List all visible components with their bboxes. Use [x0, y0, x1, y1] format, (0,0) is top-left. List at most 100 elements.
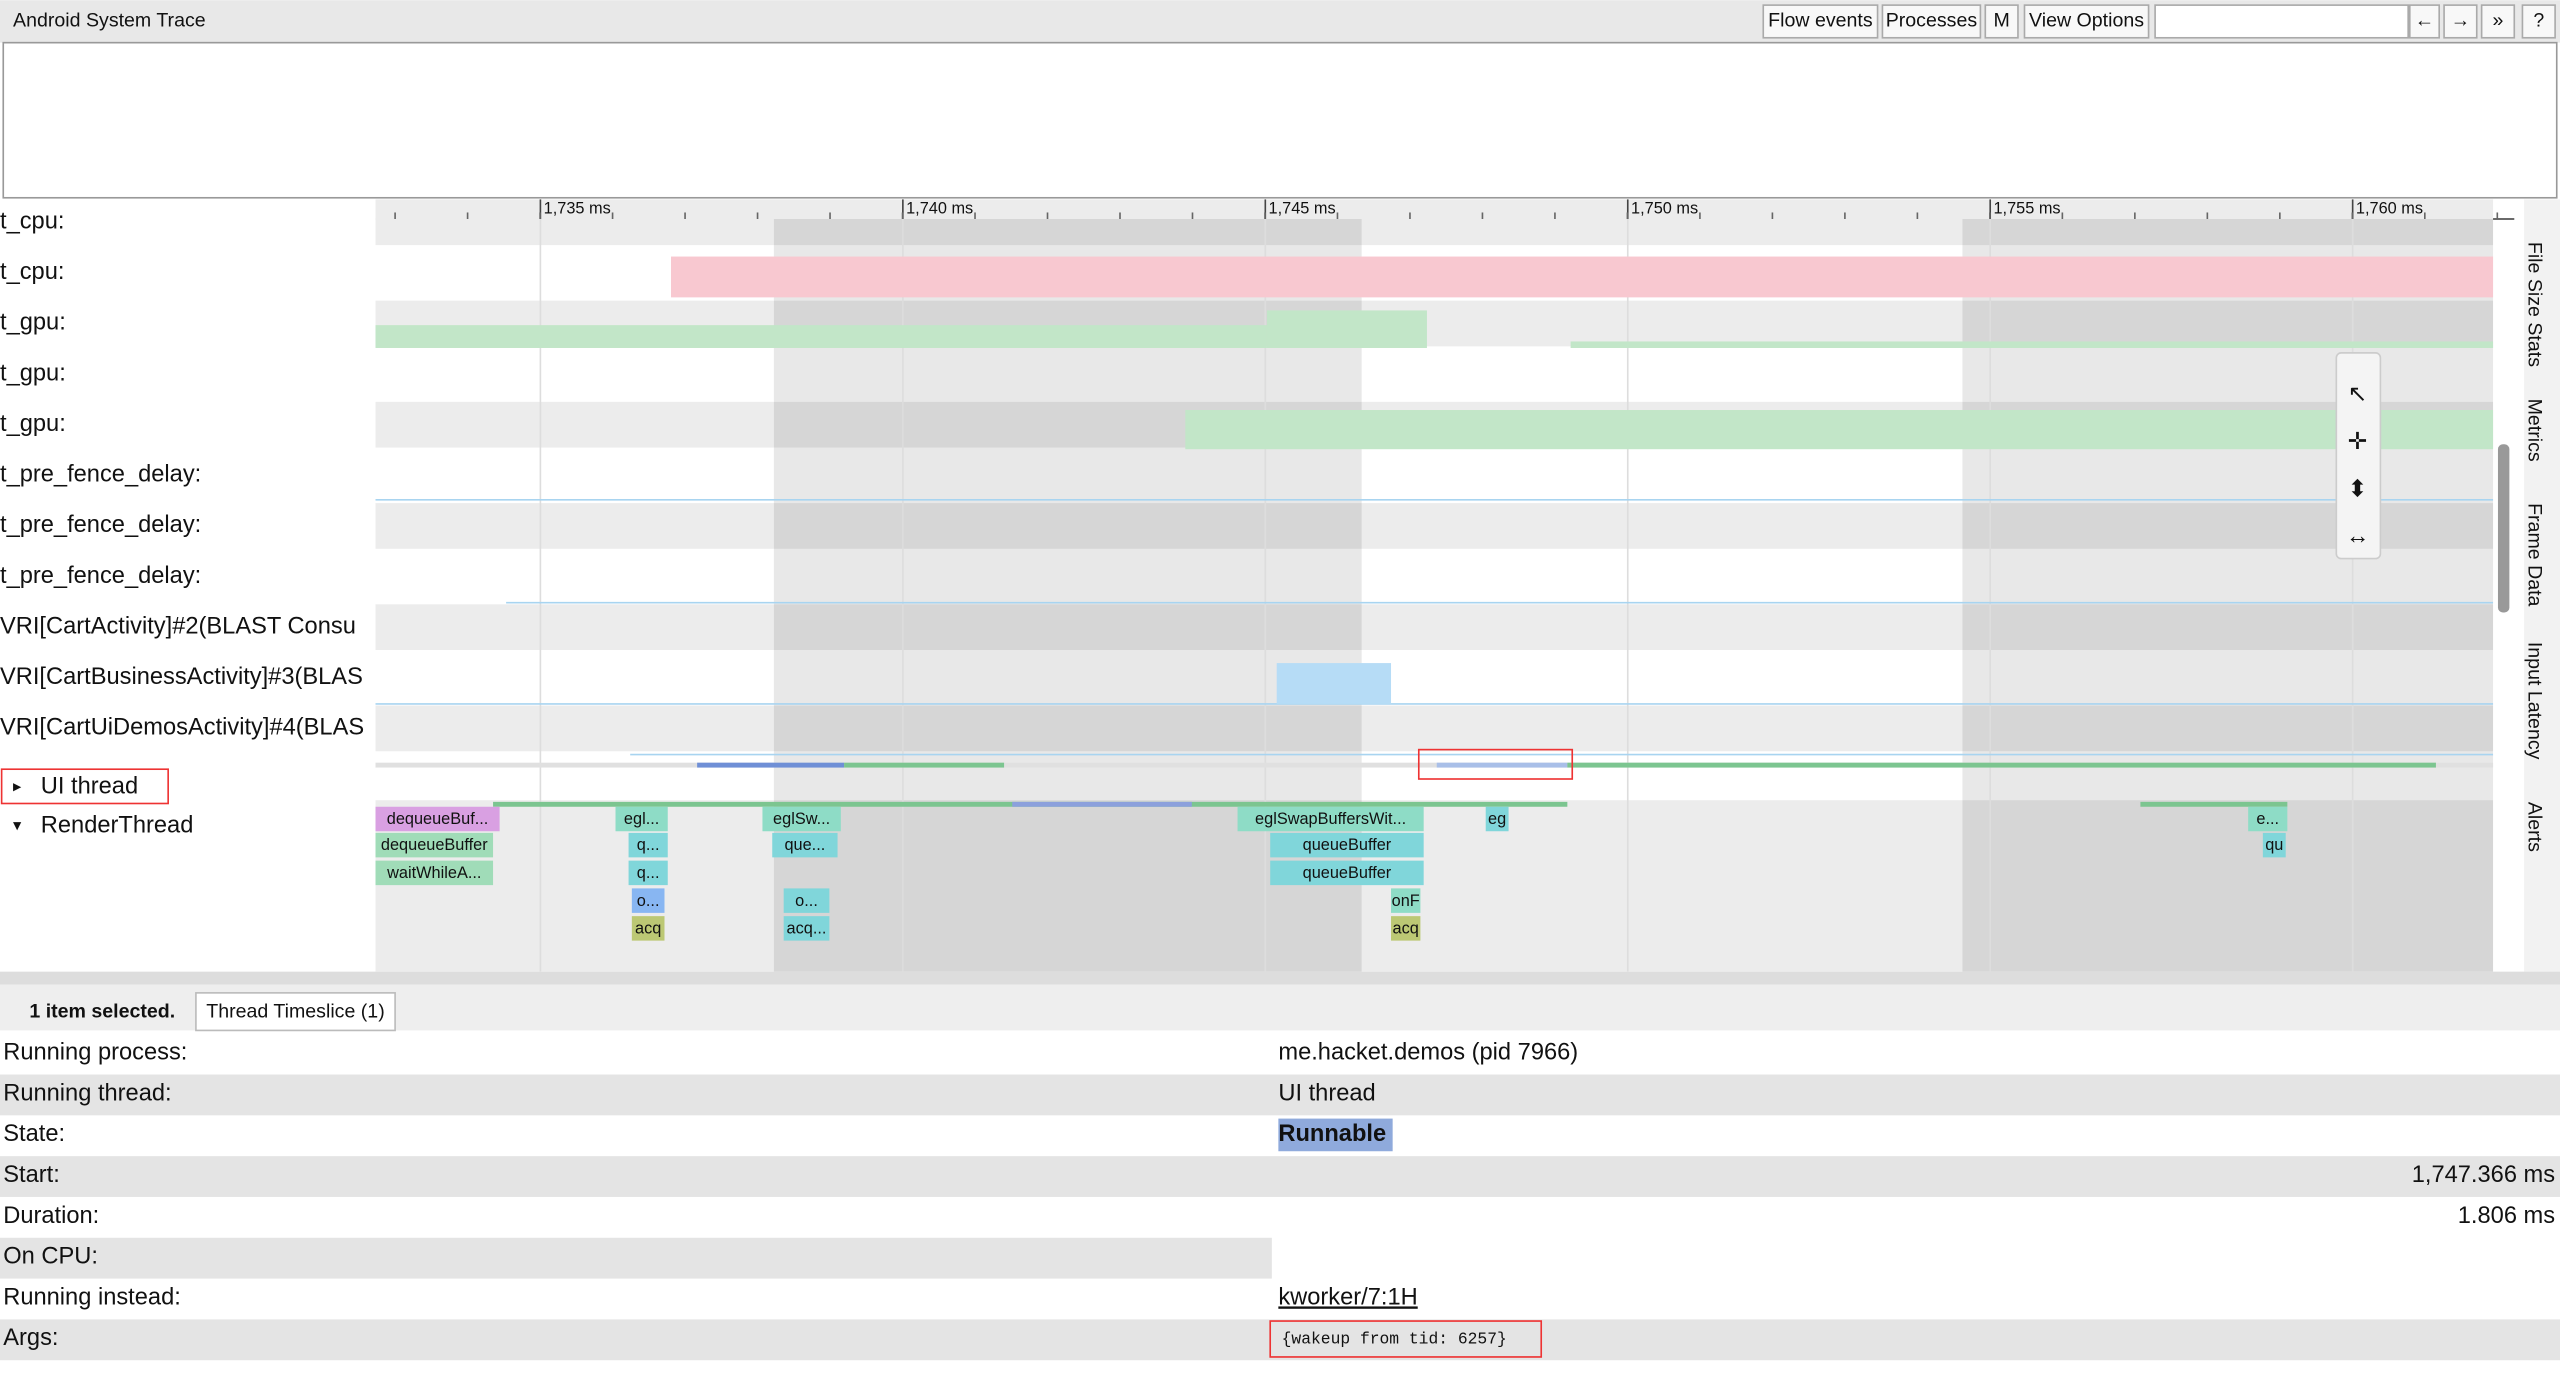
- slice-label[interactable]: eg: [1488, 810, 1506, 828]
- slice-label[interactable]: q...: [637, 836, 660, 854]
- header-button-label[interactable]: ←: [2415, 10, 2435, 32]
- row-value: {wakeup from tid: 6257}: [1282, 1329, 1507, 1348]
- slice[interactable]: [628, 832, 668, 858]
- slice-label[interactable]: acq: [635, 920, 661, 938]
- slice-label[interactable]: e...: [2256, 810, 2279, 828]
- thread-state: [1567, 762, 2436, 768]
- header-button[interactable]: [2480, 4, 2516, 39]
- slice-label[interactable]: o...: [795, 892, 818, 910]
- slice[interactable]: [615, 806, 668, 832]
- slice-label[interactable]: q...: [637, 864, 660, 882]
- thread-label[interactable]: UI thread: [41, 773, 138, 799]
- ruler-label: 1,760 ms: [2356, 200, 2423, 218]
- slice[interactable]: [1270, 860, 1424, 886]
- track-label: t_pre_fence_delay:: [0, 512, 201, 538]
- slice[interactable]: [1391, 888, 1421, 913]
- thread-state: [844, 762, 1005, 768]
- row-bg: [0, 1074, 2560, 1116]
- slice-label[interactable]: dequeueBuf...: [387, 810, 489, 828]
- track-label: VRI[CartUiDemosActivity]#4(BLAS: [0, 715, 364, 741]
- thread-label[interactable]: RenderThread: [41, 813, 194, 839]
- slice[interactable]: [1391, 916, 1421, 941]
- tool-icon[interactable]: ✛: [2348, 429, 2368, 455]
- header-button[interactable]: [2408, 4, 2440, 39]
- slice-label[interactable]: qu: [2265, 836, 2283, 854]
- slice-label[interactable]: eglSw...: [773, 810, 830, 828]
- slice[interactable]: [1485, 806, 1509, 832]
- slice[interactable]: [1270, 832, 1424, 858]
- header-button-label[interactable]: ?: [2533, 10, 2544, 32]
- row-key: State:: [3, 1121, 65, 1147]
- slice-label[interactable]: waitWhileA...: [386, 864, 481, 882]
- header-button[interactable]: [2443, 4, 2478, 39]
- track-bg: [375, 351, 2494, 397]
- args-box: [1269, 1320, 1543, 1358]
- slice[interactable]: [783, 916, 830, 941]
- track-label: VRI[CartBusinessActivity]#3(BLAS: [0, 664, 363, 690]
- slice-label[interactable]: egl...: [624, 810, 659, 828]
- row-value[interactable]: kworker/7:1H: [1278, 1284, 1417, 1310]
- side-tab[interactable]: Metrics: [2524, 399, 2546, 462]
- slice[interactable]: [628, 860, 668, 886]
- expand-arrow[interactable]: ▾: [13, 817, 21, 835]
- slice[interactable]: [1237, 806, 1424, 832]
- header-button[interactable]: [2023, 4, 2150, 39]
- row-key: Args:: [3, 1325, 58, 1351]
- track-label: t_gpu:: [0, 411, 66, 437]
- side-tab[interactable]: Frame Data: [2524, 503, 2546, 606]
- scrollbar-thumb[interactable]: [2497, 444, 2510, 613]
- slice-label[interactable]: acq: [1393, 920, 1419, 938]
- header-button-label[interactable]: »: [2493, 10, 2504, 32]
- side-tab[interactable]: File Size Stats: [2524, 242, 2546, 367]
- header-button-label[interactable]: →: [2451, 10, 2471, 32]
- slice-label[interactable]: o...: [637, 892, 660, 910]
- thread-state: [697, 762, 845, 768]
- tool-icon[interactable]: ↔: [2346, 524, 2370, 550]
- row-value: 1,747.366 ms: [2412, 1162, 2555, 1188]
- row-key: Running instead:: [3, 1284, 181, 1310]
- slice[interactable]: [375, 806, 500, 832]
- slice-label[interactable]: acq...: [787, 920, 827, 938]
- header-button[interactable]: [1762, 4, 1879, 39]
- slice[interactable]: [783, 888, 830, 913]
- slice[interactable]: [772, 832, 838, 858]
- expand-arrow[interactable]: ▸: [13, 777, 21, 795]
- app-title: Android System Trace: [13, 10, 206, 32]
- slice-label[interactable]: eglSwapBuffersWit...: [1255, 810, 1406, 828]
- slice[interactable]: [2262, 832, 2286, 858]
- details-tab-label[interactable]: Thread Timeslice (1): [206, 1001, 384, 1023]
- header-button-label[interactable]: View Options: [2029, 10, 2144, 32]
- slice-label[interactable]: queueBuffer: [1303, 836, 1392, 854]
- track-bg: [375, 654, 2494, 701]
- tool-icon[interactable]: ↖: [2348, 382, 2368, 408]
- side-tab[interactable]: Alerts: [2524, 802, 2546, 852]
- header-button[interactable]: [1984, 4, 2019, 39]
- search-box[interactable]: [2154, 4, 2409, 39]
- slice[interactable]: [375, 860, 494, 886]
- slice-label[interactable]: queueBuffer: [1303, 864, 1392, 882]
- track-bg: [375, 604, 2494, 651]
- slice-label[interactable]: que...: [784, 836, 825, 854]
- selection-summary: 1 item selected.: [29, 1001, 175, 1023]
- header-button-label[interactable]: M: [1993, 10, 2009, 32]
- slice[interactable]: [631, 916, 665, 941]
- slice[interactable]: [631, 888, 665, 913]
- slice[interactable]: [375, 832, 494, 858]
- header-button-label[interactable]: Processes: [1886, 10, 1978, 32]
- header-button-label[interactable]: Flow events: [1768, 10, 1873, 32]
- header-button[interactable]: [1881, 4, 1982, 39]
- label-column: [0, 199, 376, 972]
- track-label: t_cpu:: [0, 209, 64, 235]
- cpu-bar: [671, 256, 2494, 298]
- slice-label[interactable]: onF: [1392, 892, 1420, 910]
- slice[interactable]: [762, 806, 841, 832]
- tool-icon[interactable]: ⬍: [2348, 476, 2368, 502]
- slice-label[interactable]: dequeueBuffer: [381, 836, 488, 854]
- row-key: On CPU:: [3, 1244, 98, 1270]
- side-tab[interactable]: Input Latency: [2524, 642, 2546, 760]
- details-tab[interactable]: [195, 992, 396, 1032]
- header-button[interactable]: [2521, 4, 2556, 39]
- row-key: Duration:: [3, 1203, 99, 1229]
- track-label: VRI[CartActivity]#2(BLAST Consu: [0, 613, 356, 639]
- slice[interactable]: [2248, 806, 2288, 832]
